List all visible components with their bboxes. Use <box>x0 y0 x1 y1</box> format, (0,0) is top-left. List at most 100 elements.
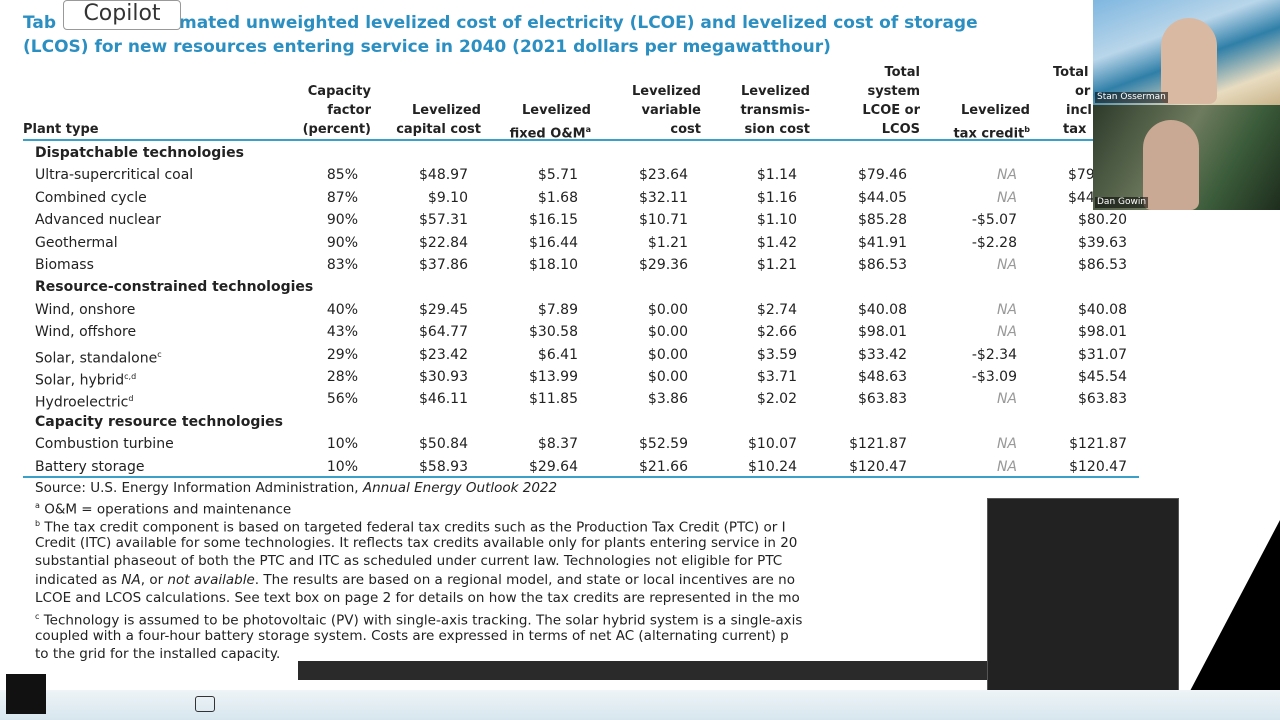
cell: $2.02 <box>756 391 797 408</box>
cell: 43% <box>326 324 358 341</box>
column-header: system <box>867 84 920 99</box>
cell: 10% <box>326 436 358 453</box>
cell: $79.46 <box>858 167 907 184</box>
footnote-marker: b <box>35 519 41 528</box>
cell: $1.10 <box>756 212 797 229</box>
cell: $1.16 <box>756 189 797 206</box>
cell: $21.66 <box>639 458 688 475</box>
cell: $8.37 <box>537 436 578 453</box>
footnote: indicated as NA, or not available. The r… <box>35 571 795 589</box>
footnote-text: The tax credit component is based on tar… <box>40 519 786 536</box>
column-header: tax creditb <box>953 125 1030 142</box>
plant-name: Wind, onshore <box>35 301 136 318</box>
column-header: sion cost <box>744 122 811 137</box>
footnote-text: Source: U.S. Energy Information Administ… <box>35 480 363 496</box>
copilot-label[interactable]: Copilot <box>63 0 181 30</box>
cell: $23.64 <box>639 167 688 184</box>
cell: $3.86 <box>647 391 688 408</box>
cell: $13.99 <box>529 369 578 385</box>
column-header: Levelized <box>412 103 481 118</box>
cell: 10% <box>326 458 358 475</box>
video-tile[interactable]: Dan Gowin <box>1093 105 1280 210</box>
cell: -$5.07 <box>971 212 1017 229</box>
footnote: LCOE and LCOS calculations. See text box… <box>35 589 800 607</box>
cell: $1.68 <box>537 189 578 206</box>
rule <box>23 139 1139 141</box>
plant-name: Battery storage <box>35 458 145 475</box>
occluding-square <box>6 674 46 714</box>
cell: 56% <box>326 391 358 408</box>
column-header: Capacity <box>307 84 371 99</box>
cell: $80.20 <box>1078 212 1127 229</box>
toolbar-icon[interactable] <box>195 696 215 712</box>
video-tile[interactable]: Stan Osserman <box>1093 0 1280 105</box>
occluding-window <box>987 498 1179 714</box>
cell: $10.71 <box>639 212 688 229</box>
column-header: (percent) <box>302 122 371 137</box>
cell: $121.87 <box>849 436 907 453</box>
cell: $29.64 <box>529 458 578 475</box>
cell: $16.15 <box>529 212 578 229</box>
plant-name: Hydroelectricd <box>35 394 134 412</box>
cell: $22.84 <box>419 234 468 251</box>
footnote: substantial phaseout of both the PTC and… <box>35 552 782 570</box>
cell: $120.47 <box>849 458 907 475</box>
cell: $37.86 <box>419 257 468 273</box>
participant-name: Dan Gowin <box>1095 197 1149 208</box>
footnote: to the grid for the installed capacity. <box>35 645 280 663</box>
plant-name: Combustion turbine <box>35 436 174 453</box>
column-header: Total <box>884 65 920 80</box>
cell: NA <box>996 324 1017 341</box>
cell: $30.58 <box>529 324 578 341</box>
plant-name: Solar, standalonec <box>35 349 162 367</box>
cell: $45.54 <box>1078 369 1127 385</box>
footnote-marker: c <box>157 349 162 359</box>
column-header: Levelized <box>632 84 701 99</box>
cell: $6.41 <box>537 346 578 363</box>
occluding-bar <box>298 661 987 680</box>
cell: $64.77 <box>419 324 468 341</box>
cell: NA <box>996 458 1017 475</box>
cell: $121.87 <box>1069 436 1127 453</box>
footnote-marker: a <box>35 501 40 510</box>
footnote-marker: d <box>128 394 134 404</box>
footnote-text: O&M = operations and maintenance <box>39 501 292 518</box>
cell: $50.84 <box>419 436 468 453</box>
cell: $79 <box>1068 167 1095 184</box>
cell: NA <box>996 391 1017 408</box>
column-header: cost <box>670 122 701 137</box>
column-header: LCOS <box>881 122 920 137</box>
footnote-text: NA <box>121 572 141 588</box>
cell: $58.93 <box>419 458 468 475</box>
cell: $0.00 <box>647 369 688 385</box>
column-header: or <box>1075 84 1091 99</box>
cell: $3.59 <box>756 346 797 363</box>
column-header: variable <box>641 103 701 118</box>
footnote-text: coupled with a four-hour battery storage… <box>35 628 789 644</box>
plant-name: Wind, offshore <box>35 324 137 341</box>
column-header: fixed O&Ma <box>509 125 591 142</box>
participant-name: Stan Osserman <box>1095 92 1168 103</box>
plant-name: Combined cycle <box>35 189 147 206</box>
column-header: Total <box>1053 65 1089 80</box>
footnote-text: Technology is assumed to be photovoltaic… <box>39 612 803 629</box>
column-header: Levelized <box>522 103 591 118</box>
cell: $85.28 <box>858 212 907 229</box>
person <box>1143 120 1199 210</box>
footnote-text: . The results are based on a regional mo… <box>254 572 795 588</box>
cell: NA <box>996 301 1017 318</box>
cell: $0.00 <box>647 324 688 341</box>
cell: $52.59 <box>639 436 688 453</box>
footnote-text: substantial phaseout of both the PTC and… <box>35 553 783 569</box>
cell: $29.45 <box>419 301 468 318</box>
cell: NA <box>996 167 1017 184</box>
cell: $16.44 <box>529 234 578 251</box>
section-heading: Resource-constrained technologies <box>35 279 314 296</box>
cell: 90% <box>326 234 358 251</box>
cell: $63.83 <box>858 391 907 408</box>
cell: $46.11 <box>419 391 468 408</box>
cell: $41.91 <box>858 234 907 251</box>
plant-name: Solar, hybridc,d <box>35 372 137 389</box>
cell: 87% <box>326 189 358 206</box>
plant-name: Ultra-supercritical coal <box>35 167 194 184</box>
